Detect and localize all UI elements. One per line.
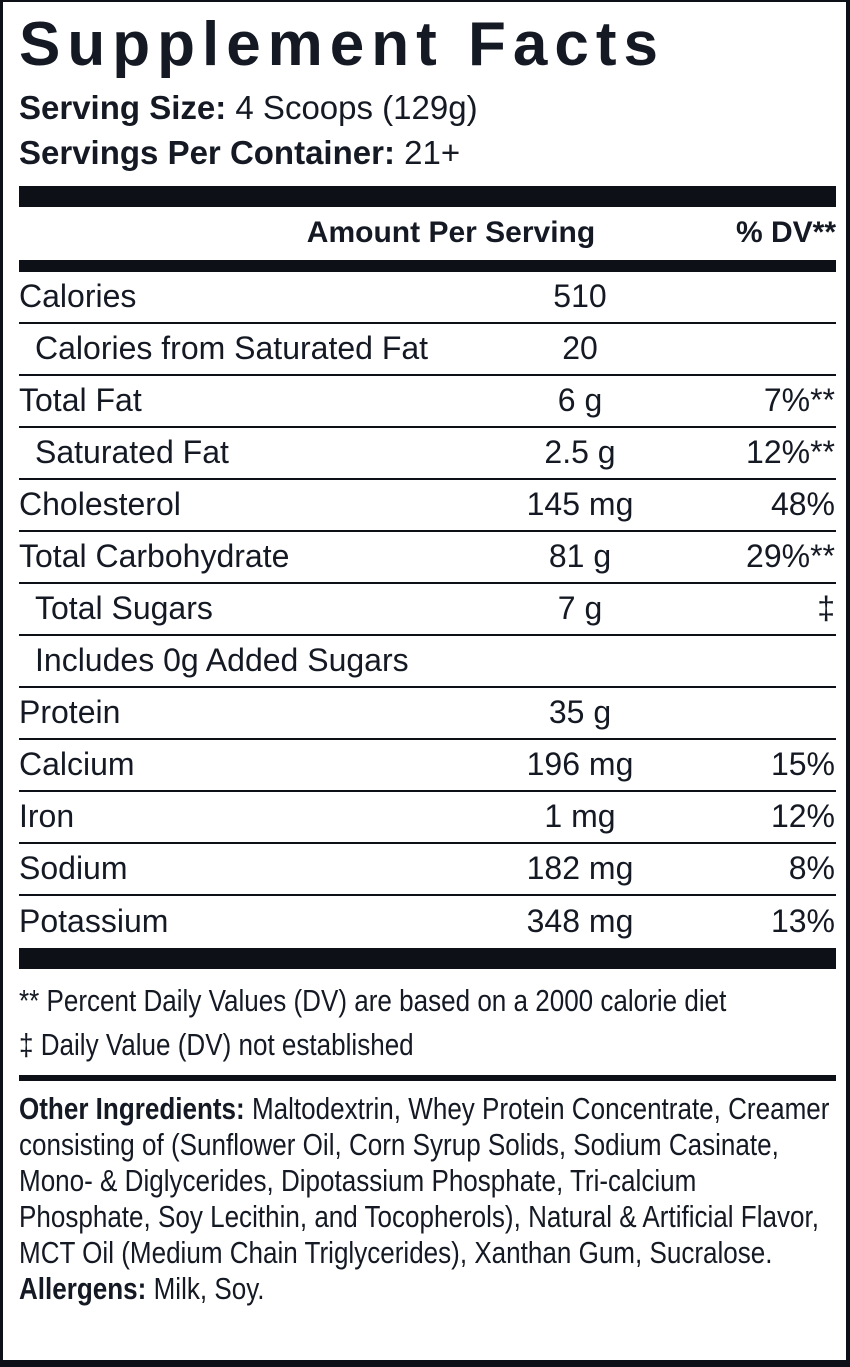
nutrient-amount: 20 xyxy=(562,330,598,367)
nutrient-row: Total Sugars 7 g ‡ xyxy=(19,584,836,636)
nutrient-name: Calories xyxy=(19,278,137,315)
nutrient-amount: 6 g xyxy=(557,382,603,419)
allergens: Allergens: Milk, Soy. xyxy=(19,1271,835,1307)
nutrient-row: Iron 1 mg 12% xyxy=(19,792,836,844)
nutrient-name: Calories from Saturated Fat xyxy=(35,330,429,367)
nutrient-name: Includes 0g Added Sugars xyxy=(35,642,409,679)
nutrient-row: Total Fat 6 g 7%** xyxy=(19,376,836,428)
column-headers: Amount Per Serving % DV** xyxy=(19,207,836,260)
nutrient-amount: 348 mg xyxy=(526,903,634,940)
other-ingredients: Other Ingredients: Maltodextrin, Whey Pr… xyxy=(19,1091,835,1271)
allergens-text: Milk, Soy. xyxy=(153,1270,265,1306)
nutrient-amount: 196 mg xyxy=(526,746,634,783)
nutrient-name: Potassium xyxy=(19,903,169,940)
nutrient-row: Calories 510 xyxy=(19,272,836,324)
nutrient-dv: 12%** xyxy=(746,434,835,471)
nutrient-dv: 12% xyxy=(770,798,835,835)
servings-per-container-label: Servings Per Container: xyxy=(19,133,395,171)
nutrient-amount: 145 mg xyxy=(526,486,634,523)
servings-per-container-value: 21+ xyxy=(404,133,461,171)
nutrient-dv: 29%** xyxy=(746,538,835,575)
nutrient-amount: 7 g xyxy=(557,590,603,627)
nutrient-name: Calcium xyxy=(19,746,135,783)
nutrient-amount: 2.5 g xyxy=(544,434,616,471)
nutrient-amount: 1 mg xyxy=(544,798,616,835)
nutrient-dv: 48% xyxy=(770,486,835,523)
nutrient-name: Protein xyxy=(19,694,121,731)
nutrient-amount: 510 xyxy=(553,278,607,315)
serving-size: Serving Size: 4 Scoops (129g) xyxy=(19,86,836,130)
nutrient-row: Saturated Fat 2.5 g 12%** xyxy=(19,428,836,480)
nutrient-amount: 35 g xyxy=(548,694,612,731)
allergens-label: Allergens: xyxy=(19,1270,147,1306)
nutrient-row: Calories from Saturated Fat 20 xyxy=(19,324,836,376)
nutrient-amount: 81 g xyxy=(548,538,612,575)
nutrient-row: Cholesterol 145 mg 48% xyxy=(19,480,836,532)
nutrient-row: Includes 0g Added Sugars xyxy=(19,636,836,688)
nutrient-name: Iron xyxy=(19,798,75,835)
nutrient-name: Total Carbohydrate xyxy=(19,538,290,575)
nutrient-row: Calcium 196 mg 15% xyxy=(19,740,836,792)
footnotes: ** Percent Daily Values (DV) are based o… xyxy=(19,969,835,1067)
nutrient-name: Sodium xyxy=(19,850,128,887)
separator-below-headers xyxy=(19,259,836,272)
nutrient-dv: 13% xyxy=(770,903,835,940)
footnote-percent-dv: ** Percent Daily Values (DV) are based o… xyxy=(19,982,727,1018)
ingredients-separator xyxy=(19,1074,836,1081)
footnote-not-established: ‡ Daily Value (DV) not established xyxy=(19,1026,414,1062)
nutrient-row: Total Carbohydrate 81 g 29%** xyxy=(19,532,836,584)
amount-per-serving-header: Amount Per Serving xyxy=(306,216,596,250)
percent-dv-header: % DV** xyxy=(735,216,836,250)
nutrient-row: Sodium 182 mg 8% xyxy=(19,844,836,896)
serving-size-value: 4 Scoops (129g) xyxy=(235,88,478,126)
servings-per-container: Servings Per Container: 21+ xyxy=(19,130,836,176)
nutrient-name: Cholesterol xyxy=(19,486,181,523)
nutrient-name: Total Sugars xyxy=(35,590,213,627)
nutrient-table: Calories 510 Calories from Saturated Fat… xyxy=(19,272,836,948)
nutrient-dv: 7%** xyxy=(763,382,835,419)
panel-title: Supplement Facts xyxy=(19,10,665,79)
nutrient-row: Protein 35 g xyxy=(19,688,836,740)
nutrient-dv: 15% xyxy=(770,746,835,783)
nutrient-amount: 182 mg xyxy=(526,850,634,887)
thick-separator-top xyxy=(19,185,836,207)
nutrient-name: Total Fat xyxy=(19,382,142,419)
nutrient-row: Potassium 348 mg 13% xyxy=(19,896,836,948)
nutrient-dv: 8% xyxy=(788,850,835,887)
nutrient-dv: ‡ xyxy=(817,590,835,627)
other-ingredients-text: Maltodextrin, Whey Protein Concentrate, … xyxy=(19,1090,830,1270)
other-ingredients-label: Other Ingredients: xyxy=(19,1090,245,1126)
serving-size-label: Serving Size: xyxy=(19,88,227,126)
thick-separator-bottom xyxy=(19,947,836,969)
nutrient-name: Saturated Fat xyxy=(35,434,229,471)
